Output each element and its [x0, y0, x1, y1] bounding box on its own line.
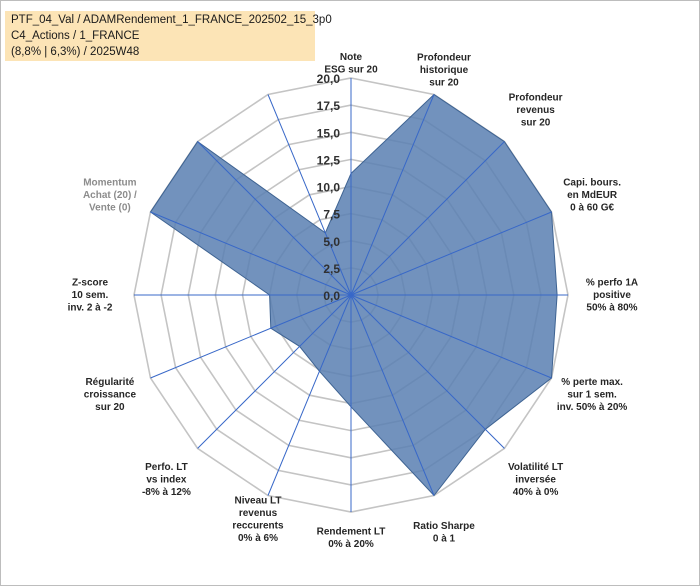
- axis-label-line: Profondeur: [417, 53, 471, 64]
- tick-label: 2,5: [323, 262, 340, 276]
- axis-label: Momentum Achat (20) / Vente (0): [83, 177, 137, 213]
- axis-label: Capi. bours. en MdEUR 0 à 60 G€: [563, 177, 621, 213]
- axis-label-line: 0% à 6%: [238, 533, 278, 544]
- tick-label: 12,5: [317, 153, 341, 167]
- axis-spoke: [350, 294, 435, 496]
- axis-label-line: 0 à 1: [433, 534, 456, 545]
- axis-label-line: Ratio Sharpe: [413, 521, 475, 532]
- axis-label-line: Niveau LT: [234, 496, 281, 507]
- axis-label-line: 50% à 80%: [586, 302, 637, 313]
- axis-label-line: -8% à 12%: [142, 487, 191, 498]
- axis-label-line: positive: [593, 290, 631, 301]
- axis-label-line: Volatilité LT: [508, 462, 563, 473]
- axis-label: % perte max. sur 1 sem. inv. 50% à 20%: [557, 377, 628, 413]
- axis-label-line: Perfo. LT: [145, 462, 188, 473]
- axis-label: Rendement LT 0% à 20%: [317, 527, 386, 551]
- axis-label-line: sur 20: [95, 402, 125, 413]
- axis-spoke: [267, 294, 352, 496]
- axis-label-line: revenus: [516, 105, 555, 116]
- axis-label-line: Régularité: [85, 377, 134, 388]
- tick-label: 20,0: [317, 72, 341, 86]
- axis-spoke: [350, 211, 552, 296]
- axis-label-line: inversée: [515, 474, 556, 485]
- axis-label: Profondeur revenus sur 20: [509, 93, 563, 129]
- title-line-2: C4_Actions / 1_FRANCE: [11, 30, 140, 42]
- radial-tick-labels: 0,0 2,5 5,0 7,5 10,0 12,5 15,0 17,5 20,0: [317, 72, 341, 303]
- tick-label: 10,0: [317, 181, 341, 195]
- axis-label: Perfo. LT vs index -8% à 12%: [142, 462, 191, 498]
- axis-label-line: % perfo 1A: [586, 277, 638, 288]
- axis-label-line: 40% à 0%: [513, 487, 559, 498]
- axis-label: Z-score 10 sem. inv. 2 à -2: [68, 277, 113, 313]
- axis-label-line: Rendement LT: [317, 527, 386, 538]
- axis-label: Régularité croissance sur 20: [84, 377, 137, 413]
- axis-label-line: 0% à 20%: [328, 539, 374, 550]
- axis-label: % perfo 1A positive 50% à 80%: [586, 277, 638, 313]
- tick-label: 5,0: [323, 235, 340, 249]
- axis-label: Profondeur historique sur 20: [417, 53, 471, 89]
- tick-label: 0,0: [323, 289, 340, 303]
- axis-label-line: Profondeur: [509, 93, 563, 104]
- tick-label: 15,0: [317, 126, 341, 140]
- axis-label-line: Note: [340, 52, 363, 63]
- axis-label-line: inv. 2 à -2: [68, 302, 113, 313]
- axis-spoke: [150, 294, 352, 379]
- axis-label: Ratio Sharpe 0 à 1: [413, 521, 475, 545]
- tick-label: 7,5: [323, 208, 340, 222]
- axis-label-line: vs index: [146, 474, 186, 485]
- axis-label-line: revenus: [239, 508, 278, 519]
- title-line-3: (8,8% | 6,3%) / 2025W48: [11, 46, 140, 58]
- axis-label-line: historique: [420, 65, 469, 76]
- axis-label-line: en MdEUR: [567, 190, 618, 201]
- axis-label-line: inv. 50% à 20%: [557, 402, 628, 413]
- axis-spoke: [197, 294, 352, 449]
- axis-label: Volatilité LT inversée 40% à 0%: [508, 462, 563, 498]
- axis-label-line: Vente (0): [89, 202, 131, 213]
- axis-label-line: Momentum: [83, 177, 136, 188]
- axis-spoke: [350, 294, 552, 379]
- radar-spokes: [134, 78, 568, 512]
- axis-label-line: croissance: [84, 390, 137, 401]
- axis-spoke: [267, 94, 352, 296]
- axis-label-line: Z-score: [72, 277, 109, 288]
- axis-spoke: [350, 94, 435, 296]
- axis-spoke: [350, 294, 505, 449]
- axis-spoke: [197, 141, 352, 296]
- axis-label-line: reccurents: [232, 521, 284, 532]
- axis-label-line: sur 1 sem.: [567, 390, 617, 401]
- axis-label-line: sur 20: [429, 78, 459, 89]
- axis-spoke: [350, 141, 505, 296]
- axis-label: Note ESG sur 20: [324, 52, 378, 76]
- axis-label: Niveau LT revenus reccurents 0% à 6%: [232, 496, 284, 545]
- tick-label: 17,5: [317, 99, 341, 113]
- axis-label-line: 10 sem.: [72, 290, 109, 301]
- axis-label-line: sur 20: [521, 118, 551, 129]
- axis-label-line: % perte max.: [561, 377, 623, 388]
- axis-label-line: ESG sur 20: [324, 65, 378, 76]
- chart-title: PTF_04_Val / ADAMRendement_1_FRANCE_2025…: [5, 11, 332, 61]
- title-line-1: PTF_04_Val / ADAMRendement_1_FRANCE_2025…: [11, 14, 332, 26]
- axis-label-line: 0 à 60 G€: [570, 202, 614, 213]
- axis-spoke: [150, 211, 352, 296]
- axis-label-line: Achat (20) /: [83, 190, 137, 201]
- axis-label-line: Capi. bours.: [563, 177, 621, 188]
